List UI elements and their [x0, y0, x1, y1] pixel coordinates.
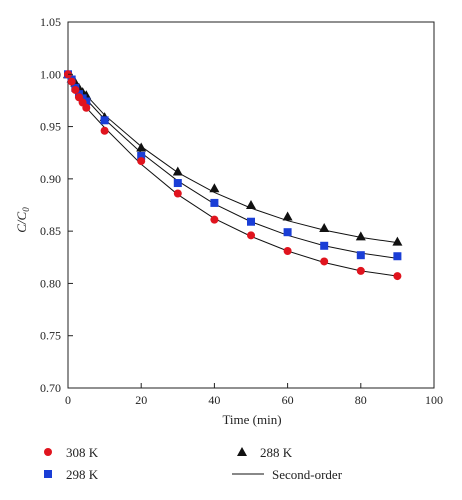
data-point-square [393, 252, 402, 261]
y-tick-label: 1.00 [40, 67, 61, 81]
y-tick-label: 1.05 [40, 15, 61, 29]
y-tick-label: 0.95 [40, 120, 61, 134]
data-markers [63, 69, 403, 281]
data-point-square [100, 116, 109, 125]
fit-lines [67, 73, 398, 277]
data-point-triangle [172, 166, 183, 176]
data-point-circle [356, 266, 365, 275]
y-tick-label: 0.80 [40, 276, 61, 290]
data-point-triangle [392, 236, 403, 246]
legend-label: 288 K [260, 445, 293, 460]
y-axis-label-sub: 0 [21, 207, 31, 212]
data-point-circle [320, 257, 329, 266]
legend-label: 308 K [66, 445, 99, 460]
legend-marker-square [44, 470, 52, 478]
data-point-circle [210, 215, 219, 224]
data-point-circle [67, 77, 76, 86]
fit-line-308-k [67, 74, 398, 277]
data-point-triangle [319, 223, 330, 233]
legend-marker-triangle [237, 447, 247, 456]
y-axis-label: C/C0 [14, 207, 31, 233]
x-tick-label: 60 [282, 393, 294, 407]
data-point-circle [173, 189, 182, 198]
x-axis-label: Time (min) [222, 412, 281, 427]
legend-marker-circle [44, 448, 52, 456]
data-point-triangle [209, 183, 220, 193]
data-point-circle [100, 126, 109, 135]
data-point-triangle [355, 231, 366, 241]
data-point-square [210, 198, 219, 207]
x-tick-label: 20 [135, 393, 147, 407]
svg-text:C/C0: C/C0 [14, 207, 31, 233]
x-axis-ticks: 0 20 40 60 80 100 [65, 383, 443, 407]
legend-label: Second-order [272, 467, 343, 482]
x-tick-label: 0 [65, 393, 71, 407]
x-tick-label: 40 [208, 393, 220, 407]
data-point-square [283, 228, 292, 237]
data-point-triangle [282, 211, 293, 221]
data-point-circle [247, 231, 255, 240]
y-tick-label: 0.85 [40, 224, 61, 238]
data-point-circle [393, 272, 402, 281]
fit-line-298-k [67, 74, 398, 259]
data-point-square [356, 251, 365, 260]
data-point-circle [82, 103, 91, 112]
legend: 308 K 298 K 288 K Second-order [44, 445, 343, 482]
legend-label: 298 K [66, 467, 99, 482]
data-point-square [173, 179, 182, 188]
y-tick-label: 0.70 [40, 381, 61, 395]
fit-line-288-k [67, 73, 398, 244]
data-point-triangle [136, 142, 147, 152]
data-point-square [247, 217, 255, 226]
plot-border [67, 21, 435, 389]
plot-frame [67, 21, 435, 389]
x-tick-label: 80 [355, 393, 367, 407]
y-tick-label: 0.75 [40, 329, 61, 343]
data-point-circle [283, 247, 292, 256]
data-point-square [320, 241, 329, 250]
y-tick-label: 0.90 [40, 172, 61, 186]
x-tick-label: 100 [425, 393, 443, 407]
y-axis-ticks: 0.70 0.75 0.80 0.85 0.90 0.95 1.00 1.05 [40, 15, 73, 395]
data-point-circle [137, 157, 146, 166]
data-point-circle [71, 85, 80, 94]
data-point-triangle [246, 200, 256, 209]
y-axis-label-main: C/C [14, 211, 29, 232]
data-point-square [137, 151, 146, 160]
